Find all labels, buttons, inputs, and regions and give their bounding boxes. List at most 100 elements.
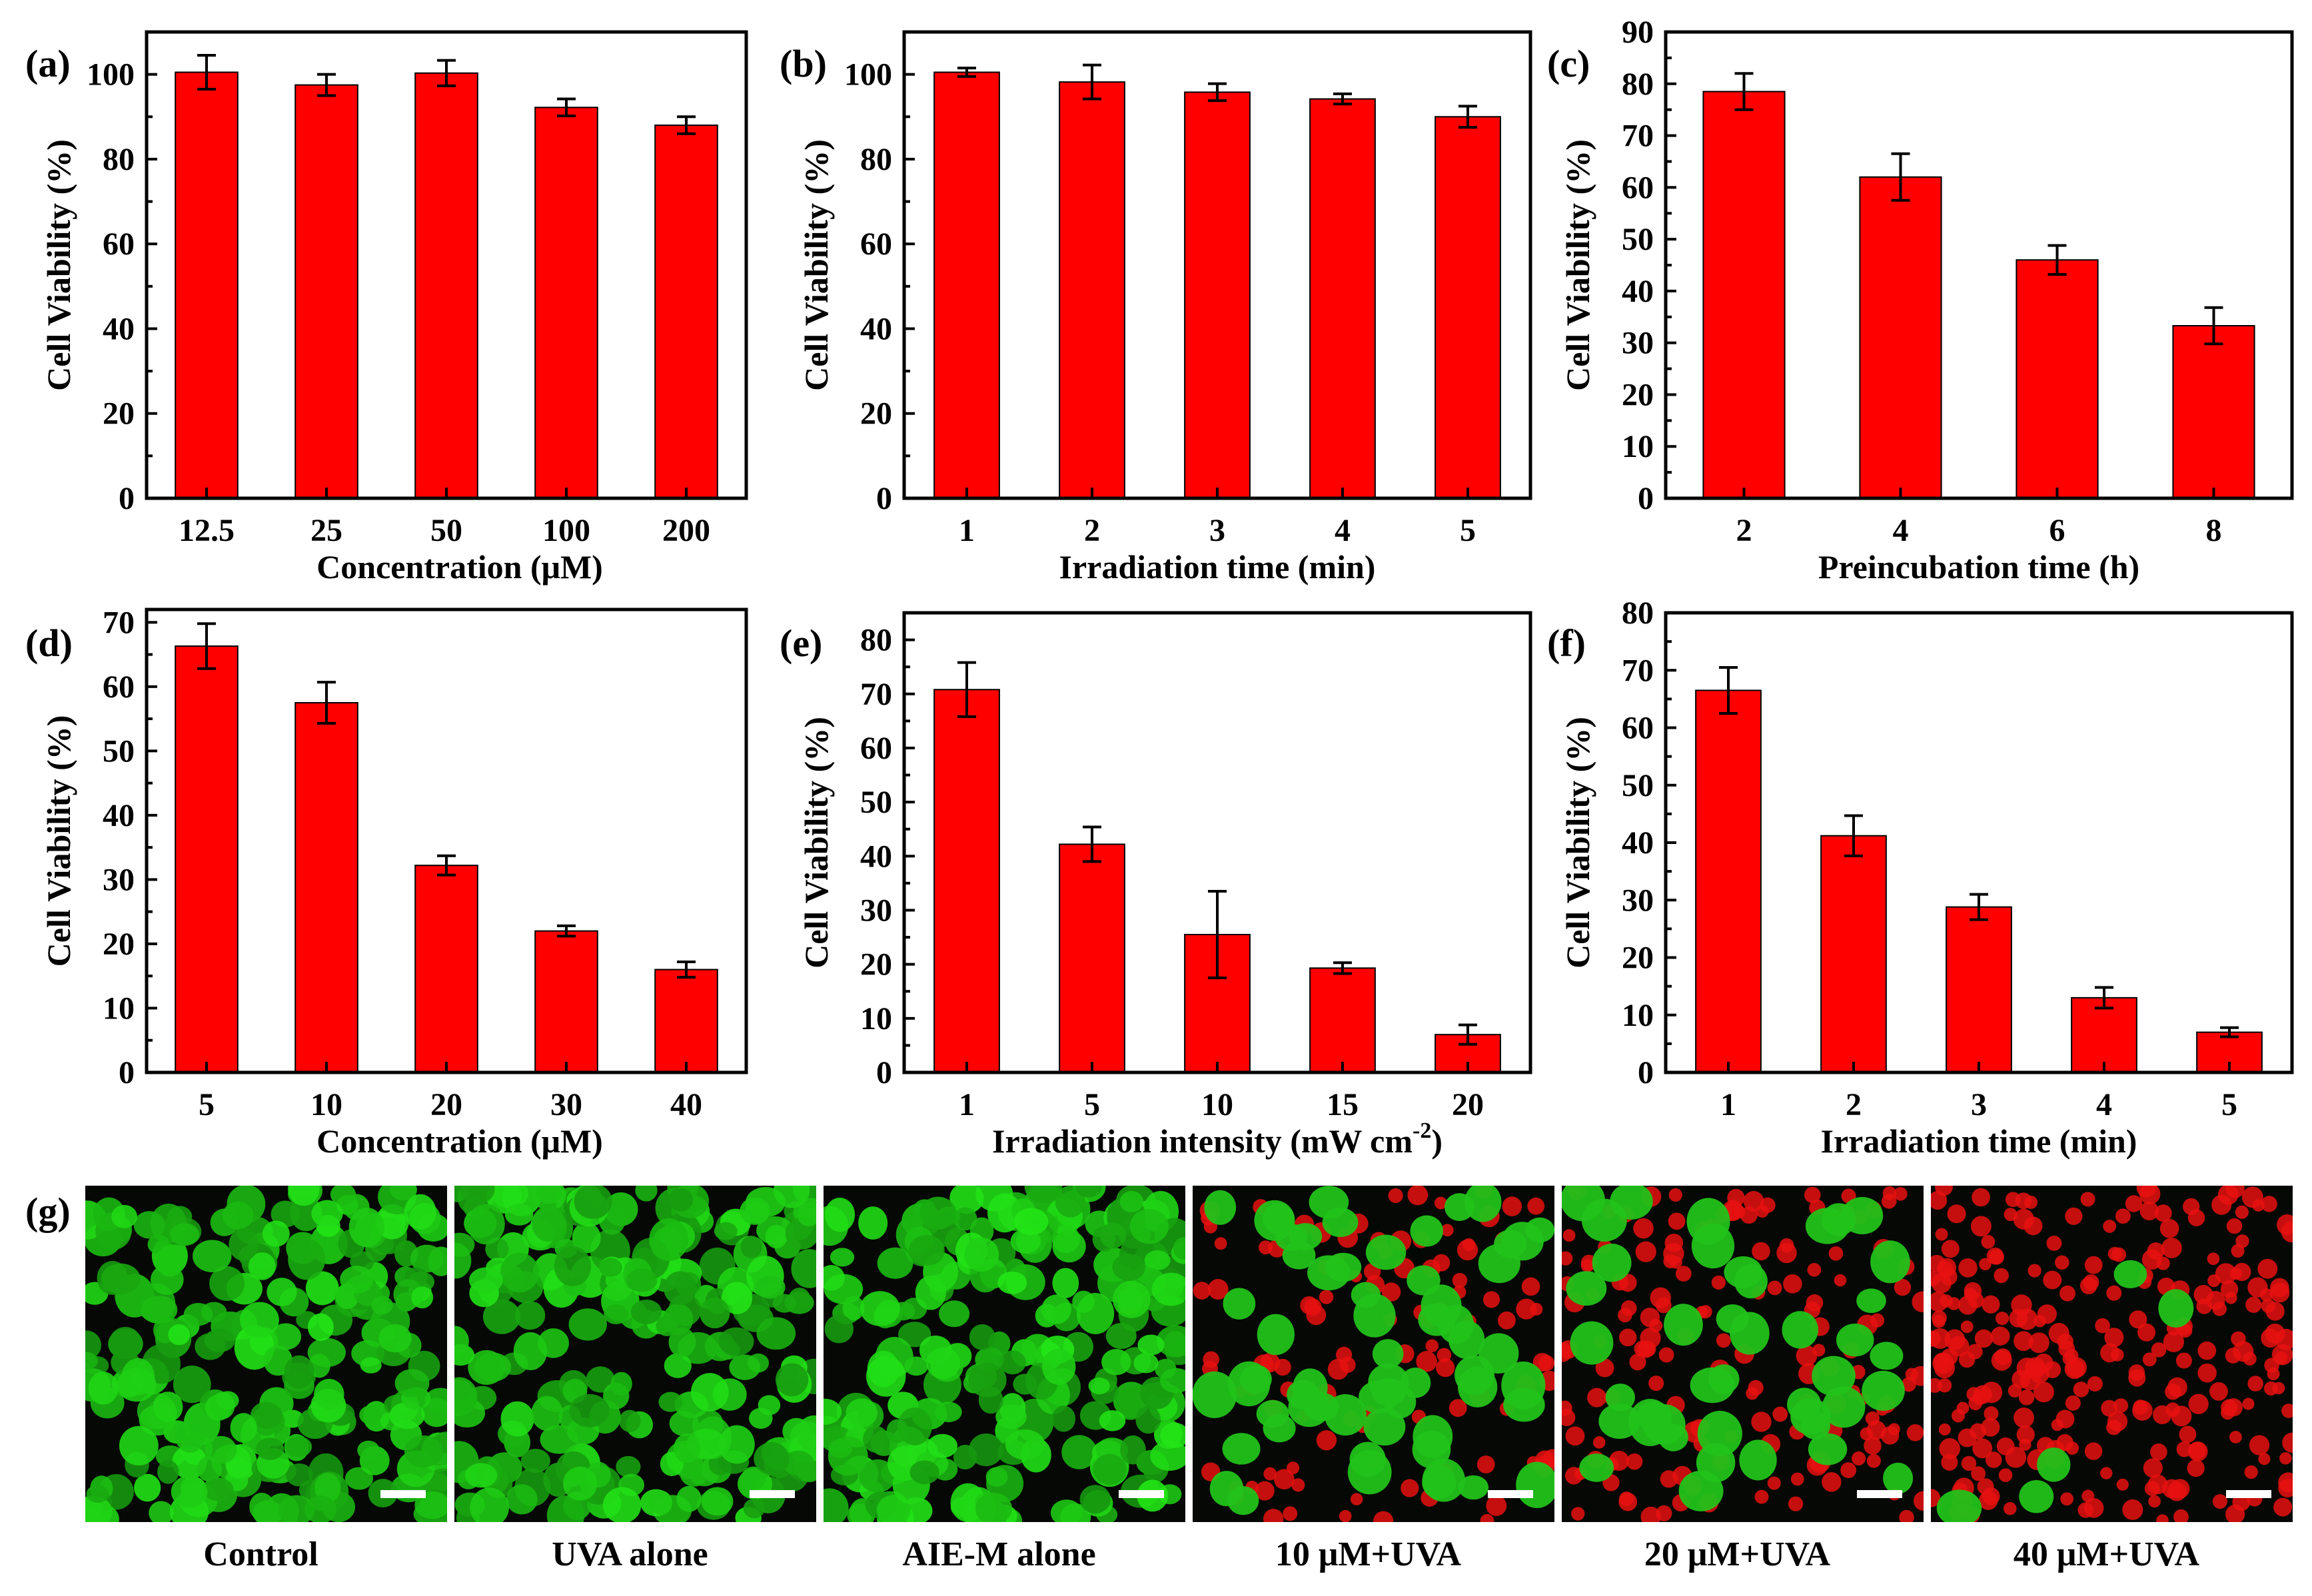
x-tick-label: 20 [430,1087,462,1122]
dead-cell [2282,1432,2293,1453]
bar [175,71,239,500]
dead-cell [1480,1513,1494,1522]
live-cell [531,1396,563,1431]
y-tick-label: 0 [1638,481,1654,516]
live-cell [1562,1186,1605,1222]
live-cell [1836,1323,1874,1357]
dead-cell [1935,1186,1953,1196]
x-tick-label: 10 [310,1087,342,1122]
dead-cell [2106,1285,2122,1301]
dead-cell [2170,1479,2190,1499]
dead-cell [2257,1258,2278,1279]
y-tick-label: 50 [1622,222,1654,257]
dead-cell [2176,1441,2193,1457]
dead-cell [1894,1187,1908,1201]
live-cell [1160,1422,1185,1448]
live-cell [378,1324,412,1353]
dead-cell [1425,1339,1439,1353]
dead-cell [1637,1340,1655,1358]
dead-cell [2242,1397,2255,1410]
live-cell [209,1266,245,1301]
live-cell [968,1362,1007,1397]
live-cell [1610,1186,1653,1220]
live-cell [1592,1244,1632,1282]
dead-cell [1416,1351,1437,1372]
dead-cell [2269,1278,2289,1298]
dead-cell [2077,1502,2093,1518]
micrograph-panel: AIE-M alone [824,1186,1185,1573]
live-cell [1209,1471,1244,1507]
live-cell [626,1268,658,1292]
dead-cell [1986,1247,2004,1265]
dead-cell [2207,1252,2220,1266]
dead-cell [1779,1238,1794,1253]
bar [1309,98,1376,499]
y-tick-label: 70 [1622,119,1654,154]
dead-cell [1906,1424,1924,1441]
x-tick-label: 25 [310,513,342,548]
live-cell [775,1363,809,1397]
live-cell [700,1297,730,1329]
dead-cell [1806,1294,1824,1312]
live-cell [1150,1441,1185,1471]
dead-cell [1388,1188,1403,1204]
dead-cell [2080,1192,2095,1207]
dead-cell [2014,1407,2034,1428]
dead-cell [1711,1275,1726,1290]
live-cell [754,1442,790,1475]
dead-cell [1203,1351,1219,1368]
dead-cell [2019,1438,2031,1451]
live-cell [255,1437,285,1460]
live-cell [824,1488,849,1522]
dead-cell [1538,1355,1554,1372]
dead-cell [2151,1342,2167,1358]
y-tick-label: 80 [1622,596,1654,631]
live-cell [514,1301,546,1330]
dead-cell [2100,1343,2119,1363]
y-tick-label: 80 [860,623,892,658]
live-cell [969,1324,995,1350]
live-cell [1079,1485,1111,1514]
bar [1946,906,2012,1073]
bar [294,84,358,499]
live-cell [86,1485,109,1503]
y-tick-label: 50 [1622,768,1654,803]
dead-cell [2212,1494,2227,1509]
x-axis-title-text: Concentration (μM) [316,1122,603,1160]
live-cell [796,1415,816,1453]
live-cell [927,1433,958,1458]
dead-cell [2265,1324,2285,1344]
dead-cell [1587,1388,1607,1407]
dead-cell [1951,1409,1966,1423]
live-cell [898,1322,931,1348]
dead-cell [2058,1340,2075,1358]
live-cell [370,1296,393,1315]
dead-cell [1938,1378,1952,1393]
x-axis-title-text: Irradiation time (min) [1821,1122,2137,1160]
x-tick-label: 1 [1720,1087,1736,1122]
live-cell [740,1236,762,1258]
y-tick-label: 20 [103,396,135,432]
live-cell [469,1267,503,1294]
y-tick-label: 20 [1622,941,1654,976]
live-cell [1052,1230,1086,1263]
live-cell [1156,1325,1185,1358]
dead-cell [2004,1501,2017,1515]
dead-cell [1456,1239,1478,1261]
live-cell [1013,1374,1037,1395]
live-cell [935,1401,962,1423]
dead-cell [2051,1419,2063,1431]
dead-cell [2229,1431,2242,1443]
dead-cell [2215,1263,2237,1285]
live-cell [701,1487,734,1516]
dead-cell [2083,1274,2099,1290]
dead-cell [2175,1352,2192,1369]
cell-field [1562,1186,1924,1522]
y-axis-title: Cell Viability (%) [1559,717,1596,969]
live-cell [619,1409,641,1433]
live-cell [1324,1394,1367,1436]
dead-cell [2137,1323,2156,1342]
y-axis-title: Cell Viability (%) [40,139,77,391]
x-axis-title-text: Irradiation intensity (mW cm [992,1122,1413,1160]
y-tick-label: 30 [1622,326,1654,361]
